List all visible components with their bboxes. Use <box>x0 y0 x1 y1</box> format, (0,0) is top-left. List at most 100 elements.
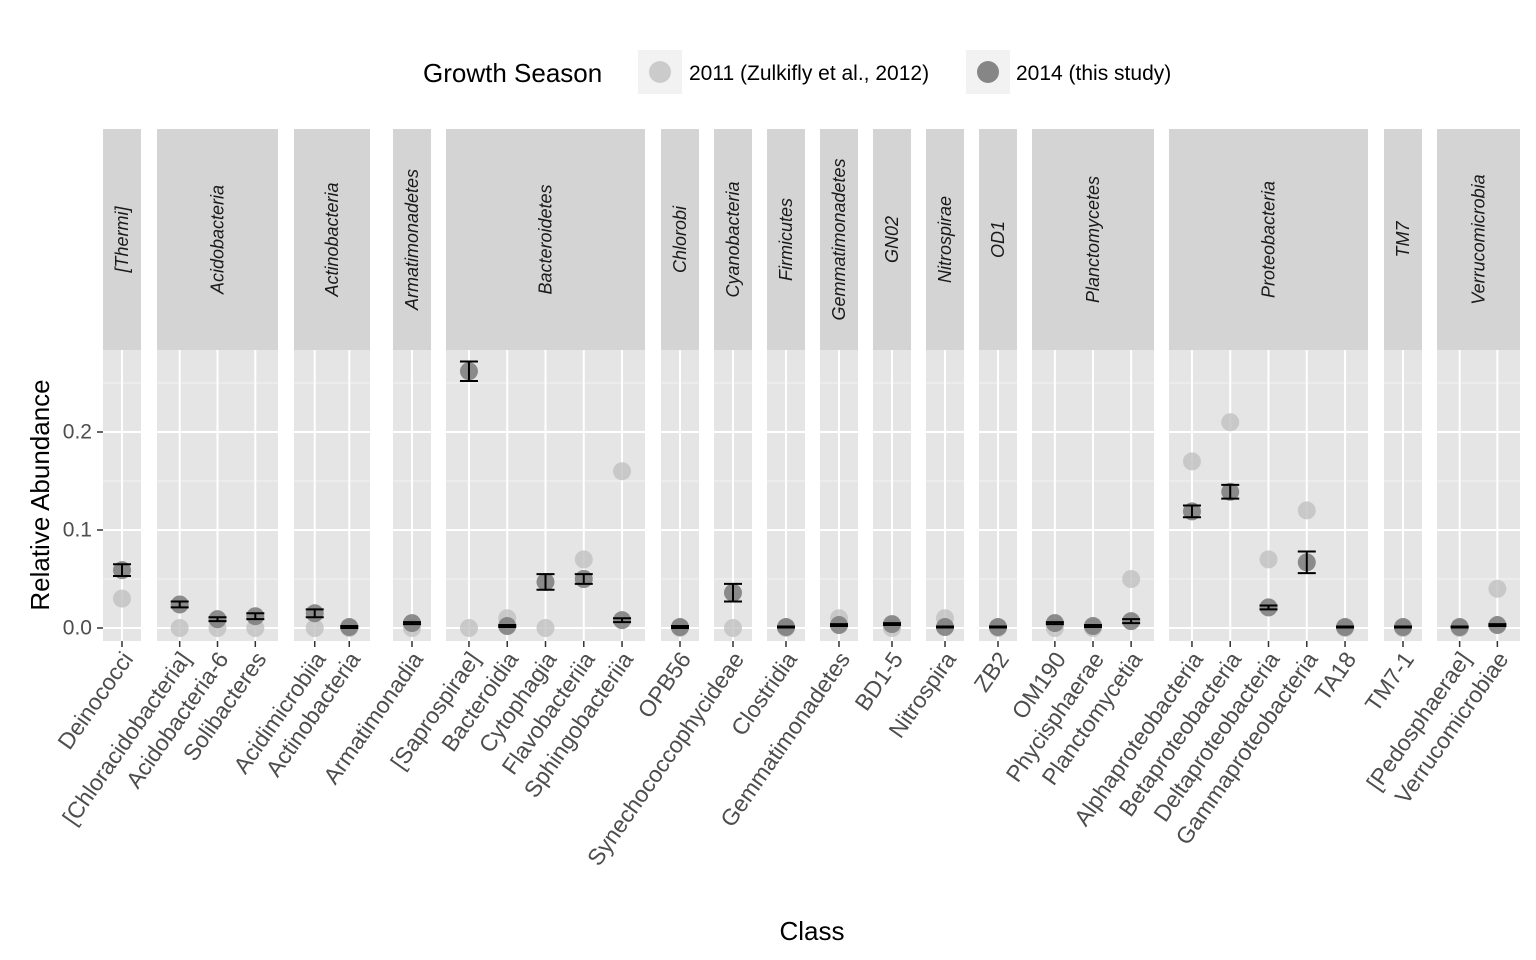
facet-strip-label: Proteobacteria <box>1259 181 1279 298</box>
point-2011-deinococci <box>113 589 131 608</box>
legend-label: 2011 (Zulkifly et al., 2012) <box>689 62 929 85</box>
x-tick-label: TA18 <box>1309 647 1361 706</box>
facet-strip <box>157 129 278 350</box>
facet-strip <box>446 129 645 350</box>
facet-panels: [Thermi]DeinococciAcidobacteria[Chloraci… <box>52 129 1520 870</box>
facet-panel-background <box>1437 350 1520 641</box>
y-tick-label: 0.1 <box>63 519 92 542</box>
x-tick-label: ZB2 <box>969 647 1014 696</box>
legend-key-point <box>977 61 999 83</box>
error-bar <box>1045 621 1064 626</box>
facet-strip-label: [Thermi] <box>112 206 132 274</box>
error-bar <box>1394 625 1412 629</box>
error-bar <box>170 600 189 609</box>
error-bar <box>1336 625 1355 629</box>
facet-strip-label: Acidobacteria <box>208 185 228 295</box>
error-bar <box>1297 550 1316 575</box>
facet-strip <box>714 129 752 350</box>
facet-strip-label: Verrucomicrobia <box>1469 174 1489 304</box>
legend-title: Growth Season <box>423 58 602 88</box>
facet-strip <box>393 129 431 350</box>
facet-od1: OD1 ZB2 <box>969 129 1017 696</box>
error-bar <box>1084 624 1102 629</box>
facet-tm7: TM7 TM7-1 <box>1360 129 1422 716</box>
point-2011-acidimicrobiia <box>305 619 324 637</box>
facet-planctomycetes: PlanctomycetesOM190PhycisphaeraePlanctom… <box>1001 129 1154 790</box>
point-2011-flavobacteriia <box>574 550 593 569</box>
facet-strip <box>767 129 805 350</box>
error-bar <box>613 617 632 624</box>
facet-strip <box>979 129 1017 350</box>
facet-strip-label: Cyanobacteria <box>723 181 743 297</box>
error-bar <box>536 573 555 591</box>
y-tick-label: 0.0 <box>63 617 92 640</box>
legend-entry: 2014 (this study) <box>966 50 1171 94</box>
error-bar <box>1122 618 1141 625</box>
legend-entry: 2011 (Zulkifly et al., 2012) <box>638 50 929 94</box>
x-tick-label: TM7-1 <box>1360 647 1419 716</box>
facet-strip-label: Planctomycetes <box>1083 176 1103 303</box>
facet-strip <box>661 129 699 350</box>
facet-strip-label: Actinobacteria <box>322 182 342 297</box>
error-bar <box>113 563 131 578</box>
error-bar <box>1182 504 1201 519</box>
facet-strip-label: Armatimonadetes <box>402 169 422 311</box>
point-2011-alphaproteobacteria <box>1182 452 1201 471</box>
facet-strip-label: OD1 <box>988 221 1008 258</box>
facet-strip <box>1384 129 1422 350</box>
error-bar <box>459 360 478 383</box>
error-bar <box>936 625 954 629</box>
error-bar <box>305 608 324 619</box>
error-bar <box>208 616 227 623</box>
point-2011-synechococcophycideae <box>724 619 742 637</box>
error-bar <box>498 624 517 629</box>
point-2011-gammaproteobacteria <box>1297 501 1316 520</box>
facet-strip <box>1032 129 1154 350</box>
legend-key-point <box>649 61 671 83</box>
x-axis-title: Class <box>779 916 844 946</box>
facet-strip <box>103 129 141 350</box>
facet-strip-label: TM7 <box>1393 221 1413 258</box>
point-2011-cytophagia <box>536 619 555 637</box>
facet-strip-label: GN02 <box>882 216 902 263</box>
point-2011-betaproteobacteria <box>1221 413 1240 432</box>
facet-bacteroidetes: Bacteroidetes[Saprospirae]BacteroidiaCyt… <box>385 129 645 802</box>
error-bar <box>724 582 742 603</box>
error-bar <box>1259 604 1278 611</box>
point-2011-saprospirae <box>459 619 478 637</box>
error-bar <box>830 623 848 628</box>
error-bar <box>403 621 421 626</box>
facet-panel-background <box>294 350 370 641</box>
facet-strip-label: Bacteroidetes <box>536 184 556 294</box>
facet-strip <box>294 129 370 350</box>
error-bar <box>989 625 1007 629</box>
facet-strip <box>820 129 858 350</box>
y-axis: 0.0 0.1 0.2 <box>63 421 103 640</box>
facet-strip-label: Firmicutes <box>776 198 796 281</box>
y-axis-title: Relative Abundance <box>25 379 55 610</box>
facet-strip <box>926 129 964 350</box>
error-bar <box>671 625 689 629</box>
error-bar <box>883 622 901 627</box>
error-bar <box>777 625 795 629</box>
facet-strip <box>873 129 911 350</box>
facet-strip <box>1169 129 1368 350</box>
legend: Growth Season 2011 (Zulkifly et al., 2012… <box>423 50 1171 94</box>
facet-strip-label: Chlorobi <box>670 205 690 273</box>
error-bar <box>340 625 359 629</box>
error-bar <box>1488 623 1507 628</box>
point-2011-deltaproteobacteria <box>1259 550 1278 569</box>
y-tick-label: 0.2 <box>63 421 92 444</box>
facet-strip-label: Gemmatimonadetes <box>829 158 849 320</box>
error-bar <box>1221 483 1240 500</box>
facet-strip-label: Nitrospirae <box>935 196 955 283</box>
point-2011-sphingobacteriia <box>613 462 632 481</box>
point-2011-chloracidobacteria <box>170 619 189 637</box>
error-bar <box>574 573 593 585</box>
legend-label: 2014 (this study) <box>1016 62 1171 85</box>
point-2011-planctomycetia <box>1122 570 1141 588</box>
point-2011-verrucomicrobiae <box>1488 579 1507 598</box>
